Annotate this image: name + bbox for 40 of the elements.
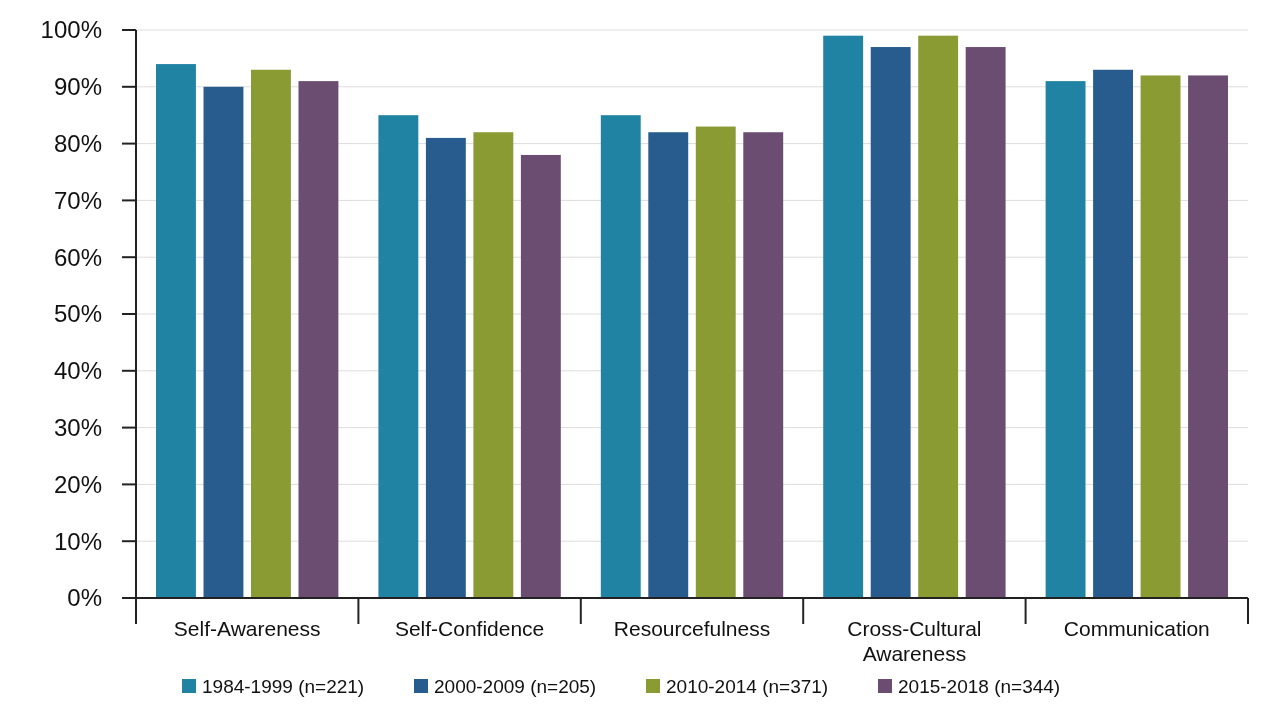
legend-label: 1984-1999 (n=221) (202, 675, 365, 697)
bar (695, 126, 736, 598)
bar (378, 115, 419, 598)
x-tick-label: Cross-Cultural Awareness (847, 617, 982, 665)
bar (1188, 75, 1228, 598)
bar (1093, 69, 1133, 598)
bar (965, 47, 1006, 598)
y-tick-label: 70% (53, 186, 102, 214)
y-tick-label: 30% (53, 414, 102, 441)
y-tick-label: 10% (53, 527, 102, 555)
bar (425, 137, 466, 598)
bar (823, 35, 864, 598)
y-tick-label: 60% (53, 243, 102, 271)
legend-label: 2000-2009 (n=205) (434, 675, 597, 697)
bar (600, 115, 641, 598)
bar (203, 86, 244, 598)
bar (743, 132, 784, 598)
bar (870, 47, 911, 598)
x-tick-label: Self-Confidence (394, 617, 545, 640)
y-tick-label: 50% (53, 300, 102, 328)
bar (918, 35, 959, 598)
y-tick-label: 0% (67, 584, 102, 612)
bar (251, 69, 291, 598)
legend-label: 2015-2018 (n=344) (898, 675, 1061, 697)
bar (648, 132, 689, 598)
x-tick-label: Resourcefulness (613, 617, 771, 640)
bar (298, 81, 339, 598)
bar (520, 154, 561, 598)
y-tick-label: 90% (53, 73, 102, 101)
y-tick-label: 80% (53, 130, 102, 157)
x-tick-label: Self-Awareness (173, 617, 321, 640)
y-tick-label: 20% (53, 470, 102, 498)
bar (156, 64, 196, 598)
bar (473, 132, 514, 598)
bar (1140, 75, 1181, 598)
y-tick-label: 40% (53, 357, 102, 385)
y-tick-label: 100% (40, 16, 102, 44)
bar (1045, 81, 1086, 598)
legend-label: 2010-2014 (n=371) (666, 675, 829, 697)
x-tick-label: Communication (1063, 617, 1210, 640)
